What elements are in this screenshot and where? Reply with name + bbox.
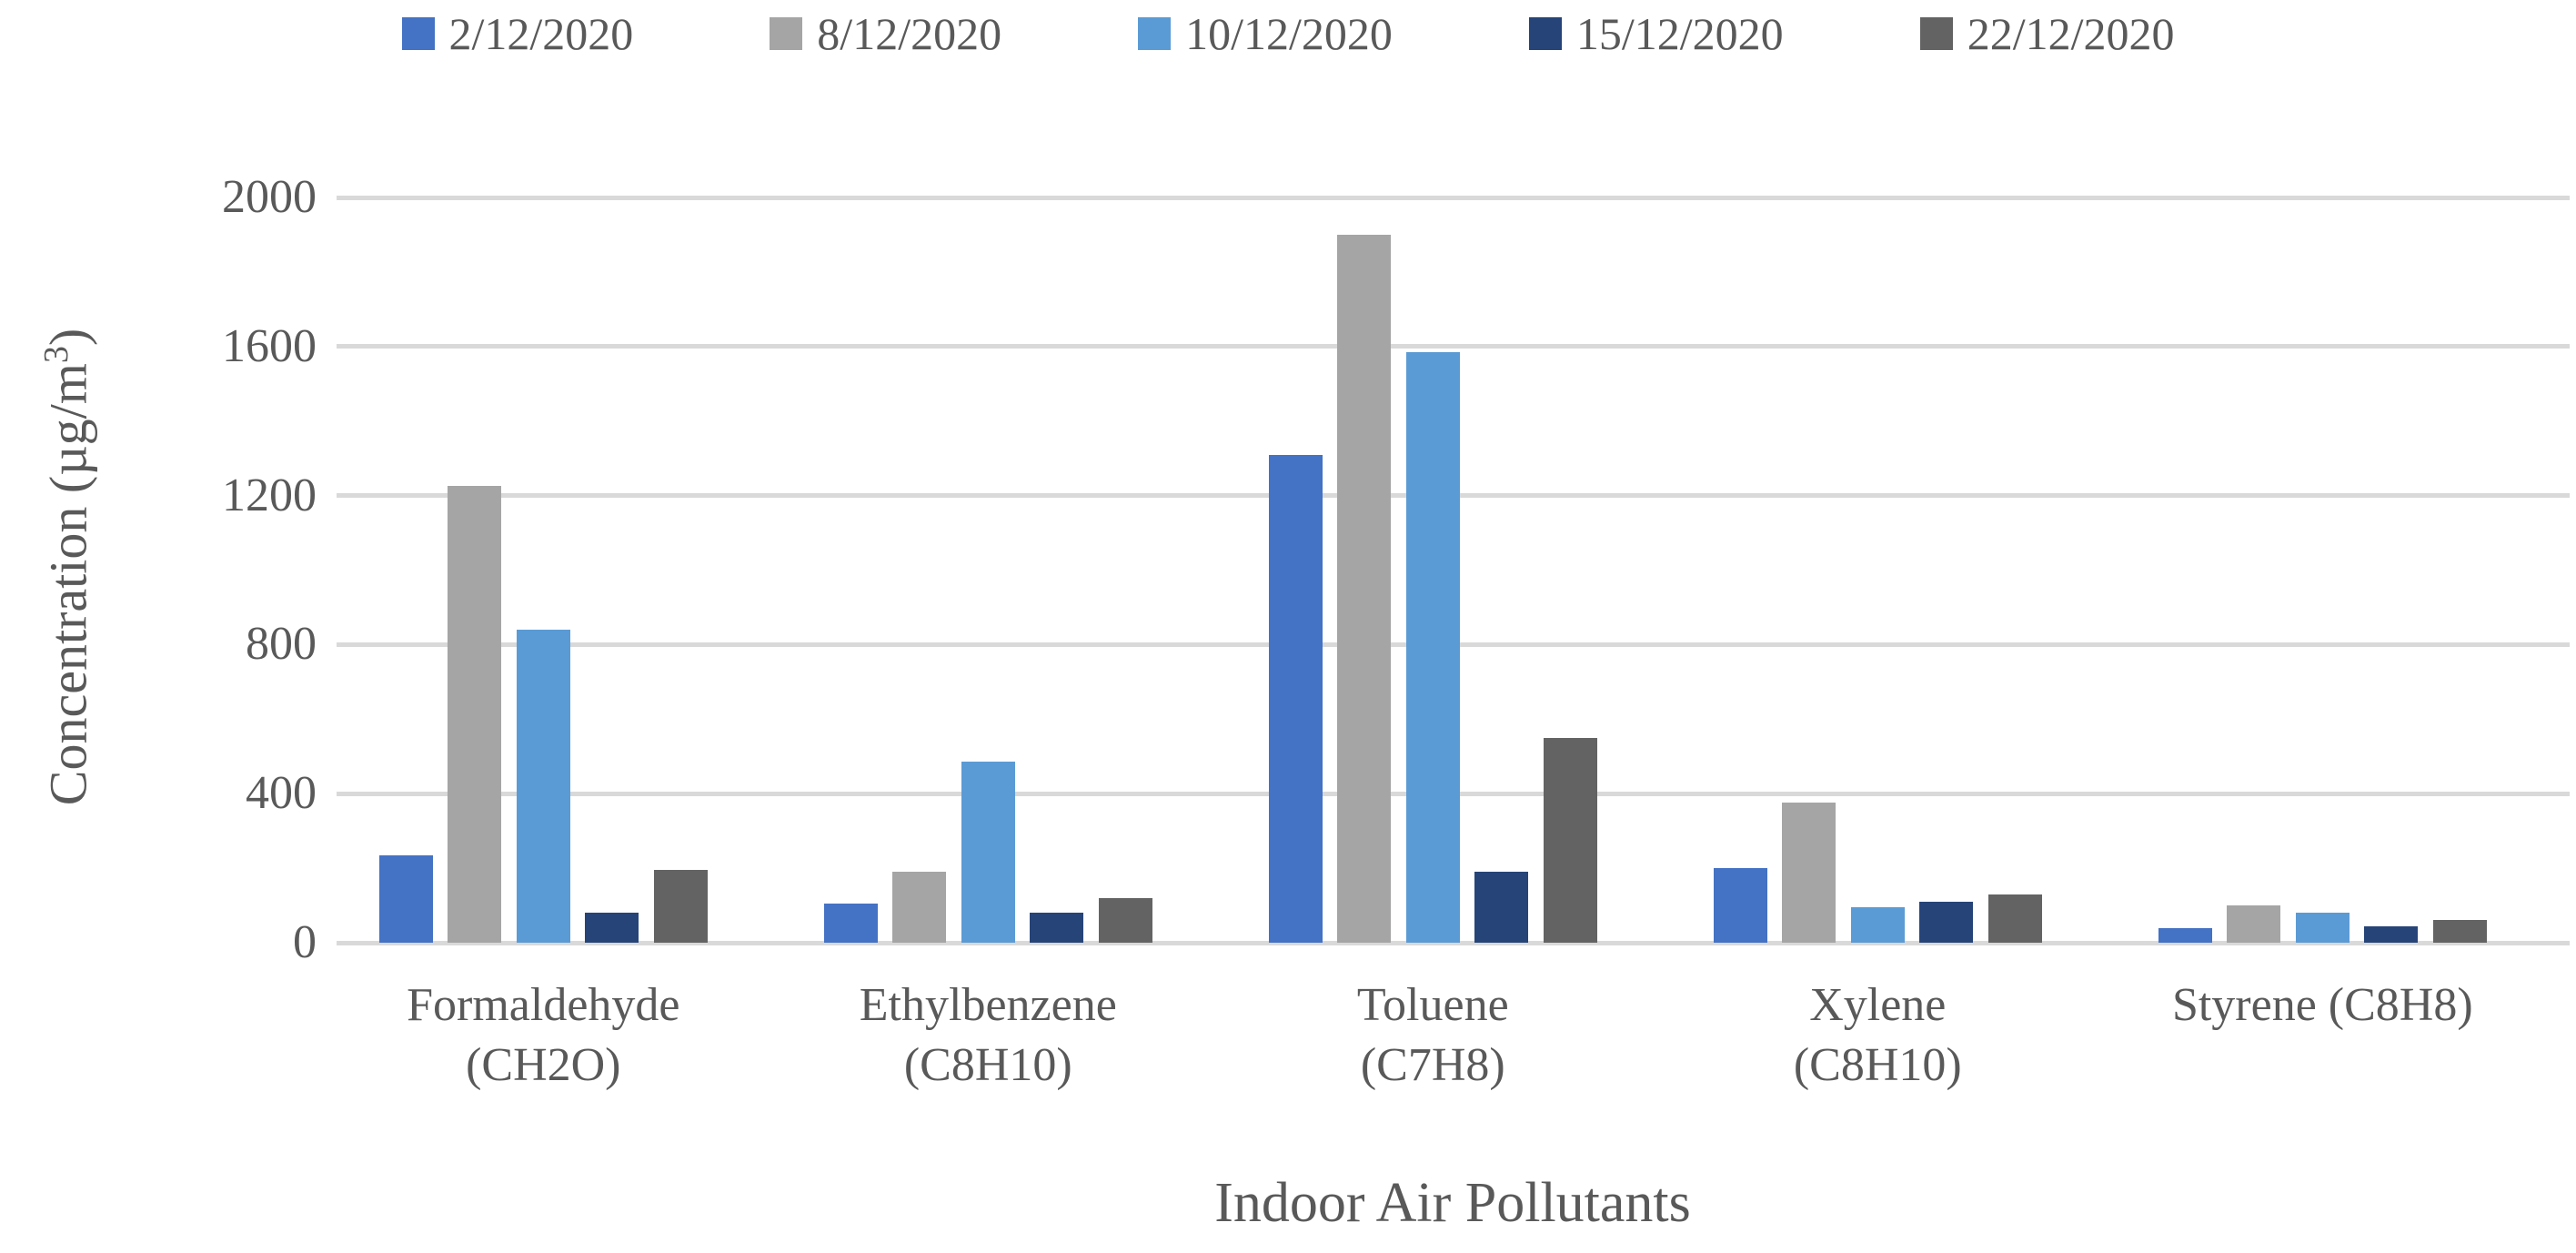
bar-22-12-2020-category-4 xyxy=(1987,894,2042,943)
legend-item-10-12-2020: 10/12/2020 xyxy=(1138,7,1393,60)
gridline xyxy=(337,940,2570,945)
bar-22-12-2020-category-1 xyxy=(653,870,708,943)
y-axis-tick-label: 400 xyxy=(246,767,317,820)
legend-label: 8/12/2020 xyxy=(817,8,1002,59)
bar-22-12-2020-category-5 xyxy=(2432,920,2487,943)
y-axis-tick-label: 1600 xyxy=(222,319,317,372)
x-axis-category-label-line: Ethylbenzene xyxy=(859,979,1117,1031)
x-axis-category-label-line: Toluene xyxy=(1356,979,1509,1031)
bar-10-12-2020-category-3 xyxy=(1405,351,1460,943)
x-axis-category-label: Formaldehyde (CH2O) xyxy=(307,975,780,1096)
x-axis-category-label-line: Formaldehyde xyxy=(407,979,680,1031)
y-axis-tick-label: 2000 xyxy=(222,171,317,223)
legend-item-15-12-2020: 15/12/2020 xyxy=(1528,7,1784,60)
legend-item-8-12-2020: 8/12/2020 xyxy=(770,7,1001,60)
legend-item-2-12-2020: 2/12/2020 xyxy=(401,7,634,60)
y-axis-title-suffix: ) xyxy=(38,328,98,347)
x-axis-category-label: Toluene (C7H8) xyxy=(1196,975,1669,1096)
bar-15-12-2020-category-5 xyxy=(2364,925,2419,943)
bar-2-12-2020-category-1 xyxy=(379,854,433,943)
y-axis-tick-label: 1200 xyxy=(222,469,317,521)
bar-10-12-2020-category-2 xyxy=(961,762,1015,943)
x-axis-category-label: Ethylbenzene (C8H10) xyxy=(751,975,1224,1096)
legend-label: 10/12/2020 xyxy=(1185,8,1393,59)
bar-2-12-2020-category-4 xyxy=(1714,868,1767,943)
x-axis-category-label-line: Styrene (C8H8) xyxy=(2171,979,2473,1031)
legend-swatch-icon xyxy=(401,17,435,50)
bar-8-12-2020-category-2 xyxy=(892,872,947,943)
legend-label: 15/12/2020 xyxy=(1575,8,1784,59)
x-axis-category-label-line: Xylene xyxy=(1809,979,1947,1031)
bar-2-12-2020-category-3 xyxy=(1269,454,1323,943)
legend: 2/12/2020 8/12/2020 10/12/2020 15/12/2020 22… xyxy=(0,7,2576,60)
bar-8-12-2020-category-5 xyxy=(2227,905,2281,943)
x-axis-title: Indoor Air Pollutants xyxy=(1214,1172,1691,1234)
plot-area xyxy=(337,195,2570,945)
bar-10-12-2020-category-1 xyxy=(516,630,570,943)
bar-15-12-2020-category-4 xyxy=(1919,901,1974,943)
x-axis-category-label-line: (CH2O) xyxy=(466,1039,621,1091)
y-axis-tick-label: 800 xyxy=(246,618,317,671)
bar-2-12-2020-category-2 xyxy=(824,904,878,943)
bar-10-12-2020-category-4 xyxy=(1850,907,1905,943)
bar-2-12-2020-category-5 xyxy=(2158,927,2212,943)
legend-swatch-icon xyxy=(770,17,803,50)
gridline xyxy=(337,195,2570,200)
bar-8-12-2020-category-4 xyxy=(1782,803,1836,943)
x-axis-category-label-line: (C7H8) xyxy=(1360,1039,1505,1091)
x-axis-category-label: Styrene (C8H8) xyxy=(2086,975,2559,1036)
y-axis-title-text: Concentration (µg/m xyxy=(38,363,98,806)
gridline xyxy=(337,344,2570,349)
bar-15-12-2020-category-3 xyxy=(1474,872,1529,943)
x-axis-category-label-line: (C8H10) xyxy=(1793,1039,1962,1091)
bar-10-12-2020-category-5 xyxy=(2295,913,2350,943)
legend-label: 22/12/2020 xyxy=(1967,8,2175,59)
bar-8-12-2020-category-1 xyxy=(448,486,502,943)
y-axis-tick-label: 0 xyxy=(293,916,317,968)
x-axis-category-label-line: (C8H10) xyxy=(903,1039,1072,1091)
bar-22-12-2020-category-2 xyxy=(1098,897,1152,943)
legend-swatch-icon xyxy=(1919,17,1953,50)
legend-swatch-icon xyxy=(1528,17,1562,50)
bar-15-12-2020-category-2 xyxy=(1030,913,1084,943)
bar-22-12-2020-category-3 xyxy=(1543,737,1597,943)
legend-swatch-icon xyxy=(1138,17,1172,50)
x-axis-category-label: Xylene (C8H10) xyxy=(1641,975,2114,1096)
bar-8-12-2020-category-3 xyxy=(1337,234,1392,943)
legend-item-22-12-2020: 22/12/2020 xyxy=(1919,7,2175,60)
legend-label: 2/12/2020 xyxy=(448,8,634,59)
bar-15-12-2020-category-1 xyxy=(585,913,639,943)
y-axis-title: Concentration (µg/m3) xyxy=(25,157,97,976)
y-axis-title-superscript: 3 xyxy=(37,346,75,364)
